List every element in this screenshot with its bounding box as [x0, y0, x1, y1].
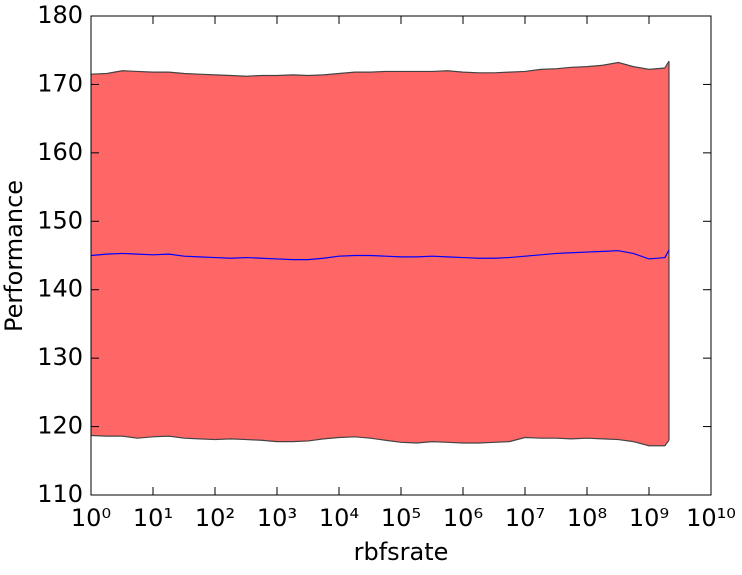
- x-tick-label: 10⁴: [319, 504, 359, 532]
- mean-line: [90, 249, 670, 261]
- x-tick-label: 10³: [257, 504, 297, 532]
- y-tick-label: 180: [37, 1, 83, 29]
- x-tick-label: 10⁵: [381, 504, 421, 532]
- band-upper-edge: [90, 60, 670, 77]
- x-axis-label: rbfsrate: [354, 538, 449, 566]
- x-tick-label: 10¹⁰: [686, 504, 736, 532]
- x-tick-label: 10¹: [133, 504, 173, 532]
- band-lower-edge: [90, 434, 670, 447]
- x-tick-label: 10⁶: [443, 504, 483, 532]
- y-tick-label: 150: [37, 206, 83, 234]
- y-tick-label: 130: [37, 343, 83, 371]
- x-tick-label: 10⁸: [567, 504, 607, 532]
- x-tick-label: 10⁰: [71, 504, 111, 532]
- y-tick-label: 140: [37, 275, 83, 303]
- x-tick-label: 10²: [195, 504, 235, 532]
- y-tick-label: 160: [37, 138, 83, 166]
- band-area: [91, 61, 669, 446]
- y-tick-label: 120: [37, 412, 83, 440]
- y-tick-label: 110: [37, 480, 83, 508]
- x-tick-label: 10⁹: [629, 504, 669, 532]
- x-tick-label: 10⁷: [505, 504, 545, 532]
- y-tick-label: 170: [37, 69, 83, 97]
- y-axis-label: Performance: [0, 180, 28, 332]
